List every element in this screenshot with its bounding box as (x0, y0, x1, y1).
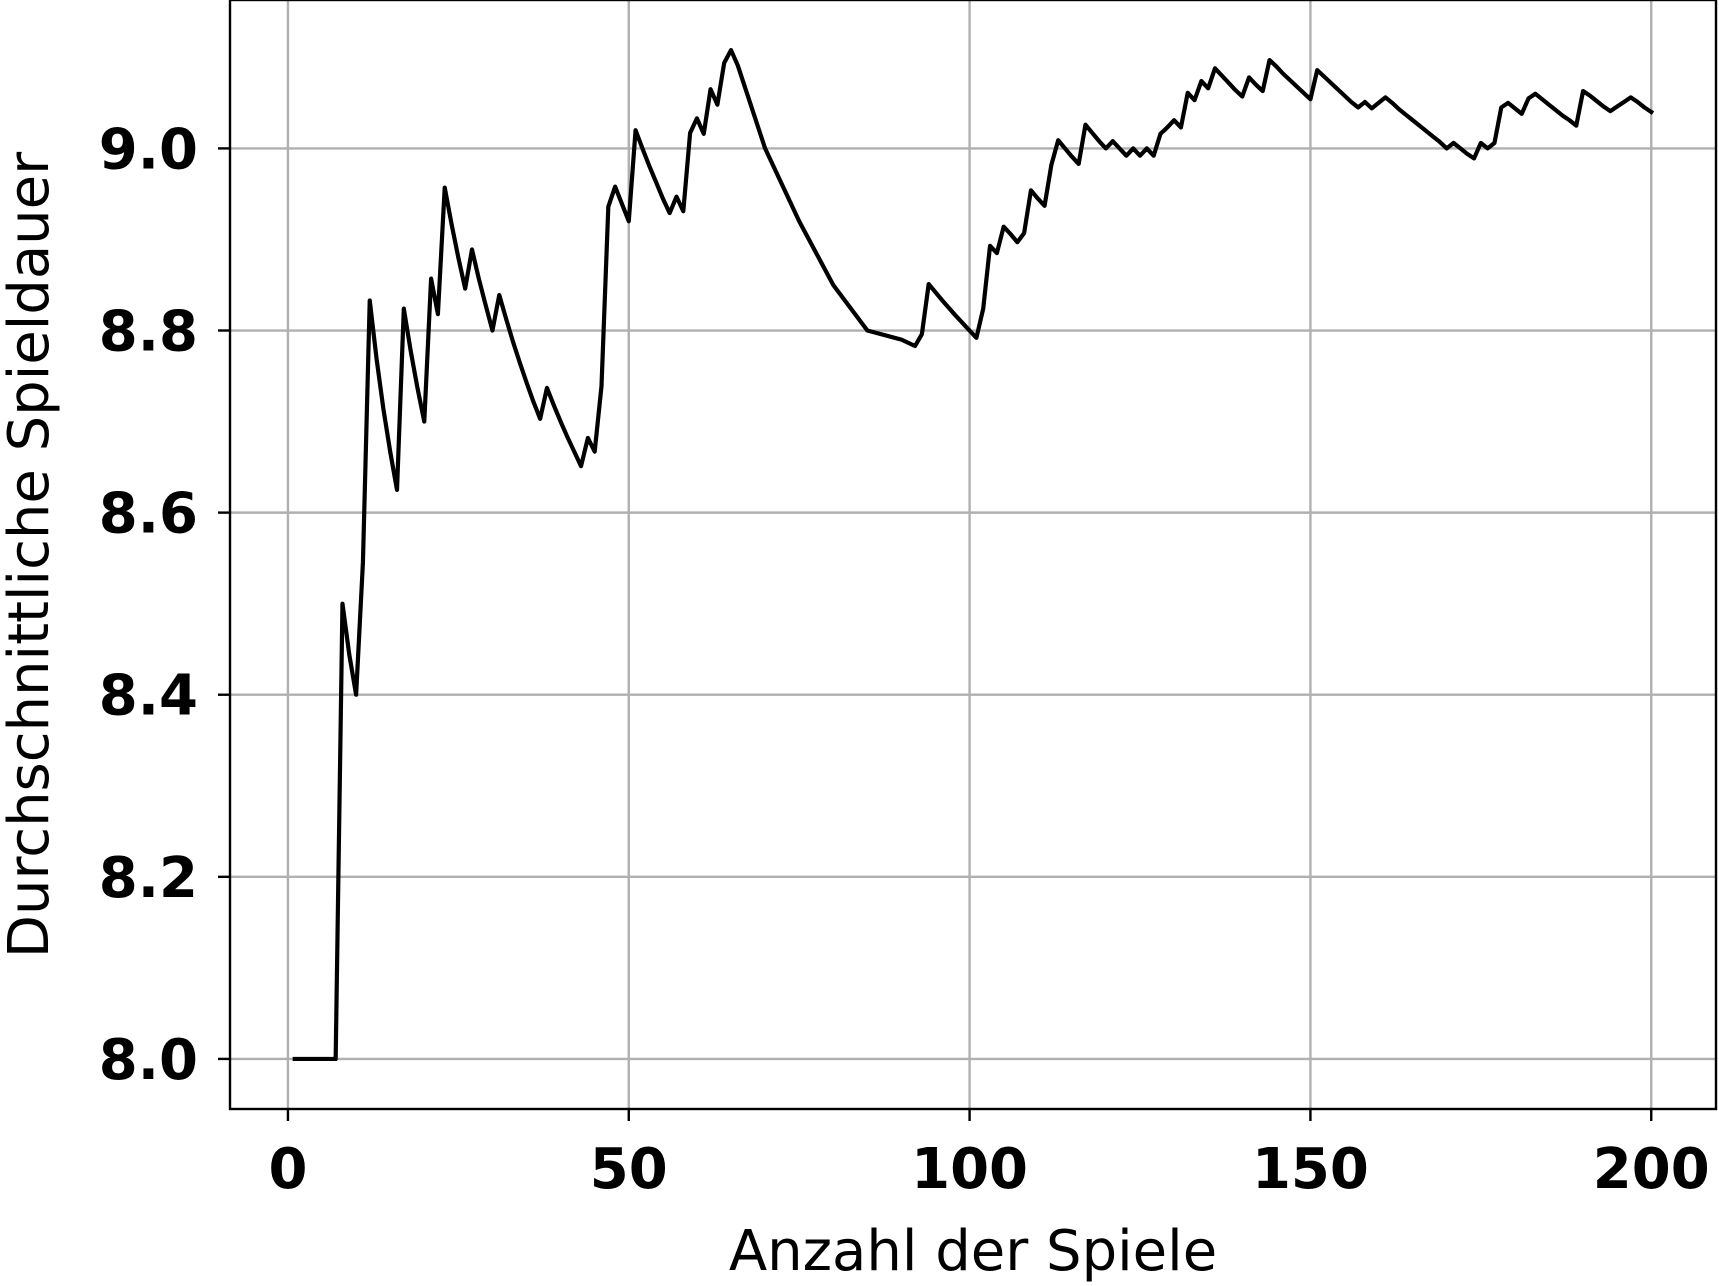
y-tick-label: 8.4 (99, 664, 198, 729)
x-tick-label: 200 (1593, 1137, 1710, 1202)
y-tick-label: 8.0 (99, 1028, 198, 1093)
x-tick-label: 0 (268, 1137, 307, 1202)
plot-frame (228, 0, 1718, 1111)
y-axis-label: Durchschnittliche Spieldauer (0, 151, 62, 958)
y-tick-label: 8.6 (99, 482, 198, 547)
series-line (292, 47, 1655, 1062)
tick-labels: 0 50 100 150 200 8.0 8.2 8.4 8.6 8.8 9.0 (99, 117, 1710, 1202)
x-axis-label: Anzahl der Spiele (729, 1219, 1217, 1284)
x-tick-label: 50 (590, 1137, 668, 1202)
y-tick-label: 8.8 (99, 300, 198, 365)
x-tick-label: 100 (911, 1137, 1028, 1202)
y-tick-label: 9.0 (99, 117, 198, 182)
axis-ticks (218, 147, 1653, 1121)
x-tick-label: 150 (1252, 1137, 1369, 1202)
grid (230, 0, 1716, 1109)
y-tick-label: 8.2 (99, 846, 198, 911)
